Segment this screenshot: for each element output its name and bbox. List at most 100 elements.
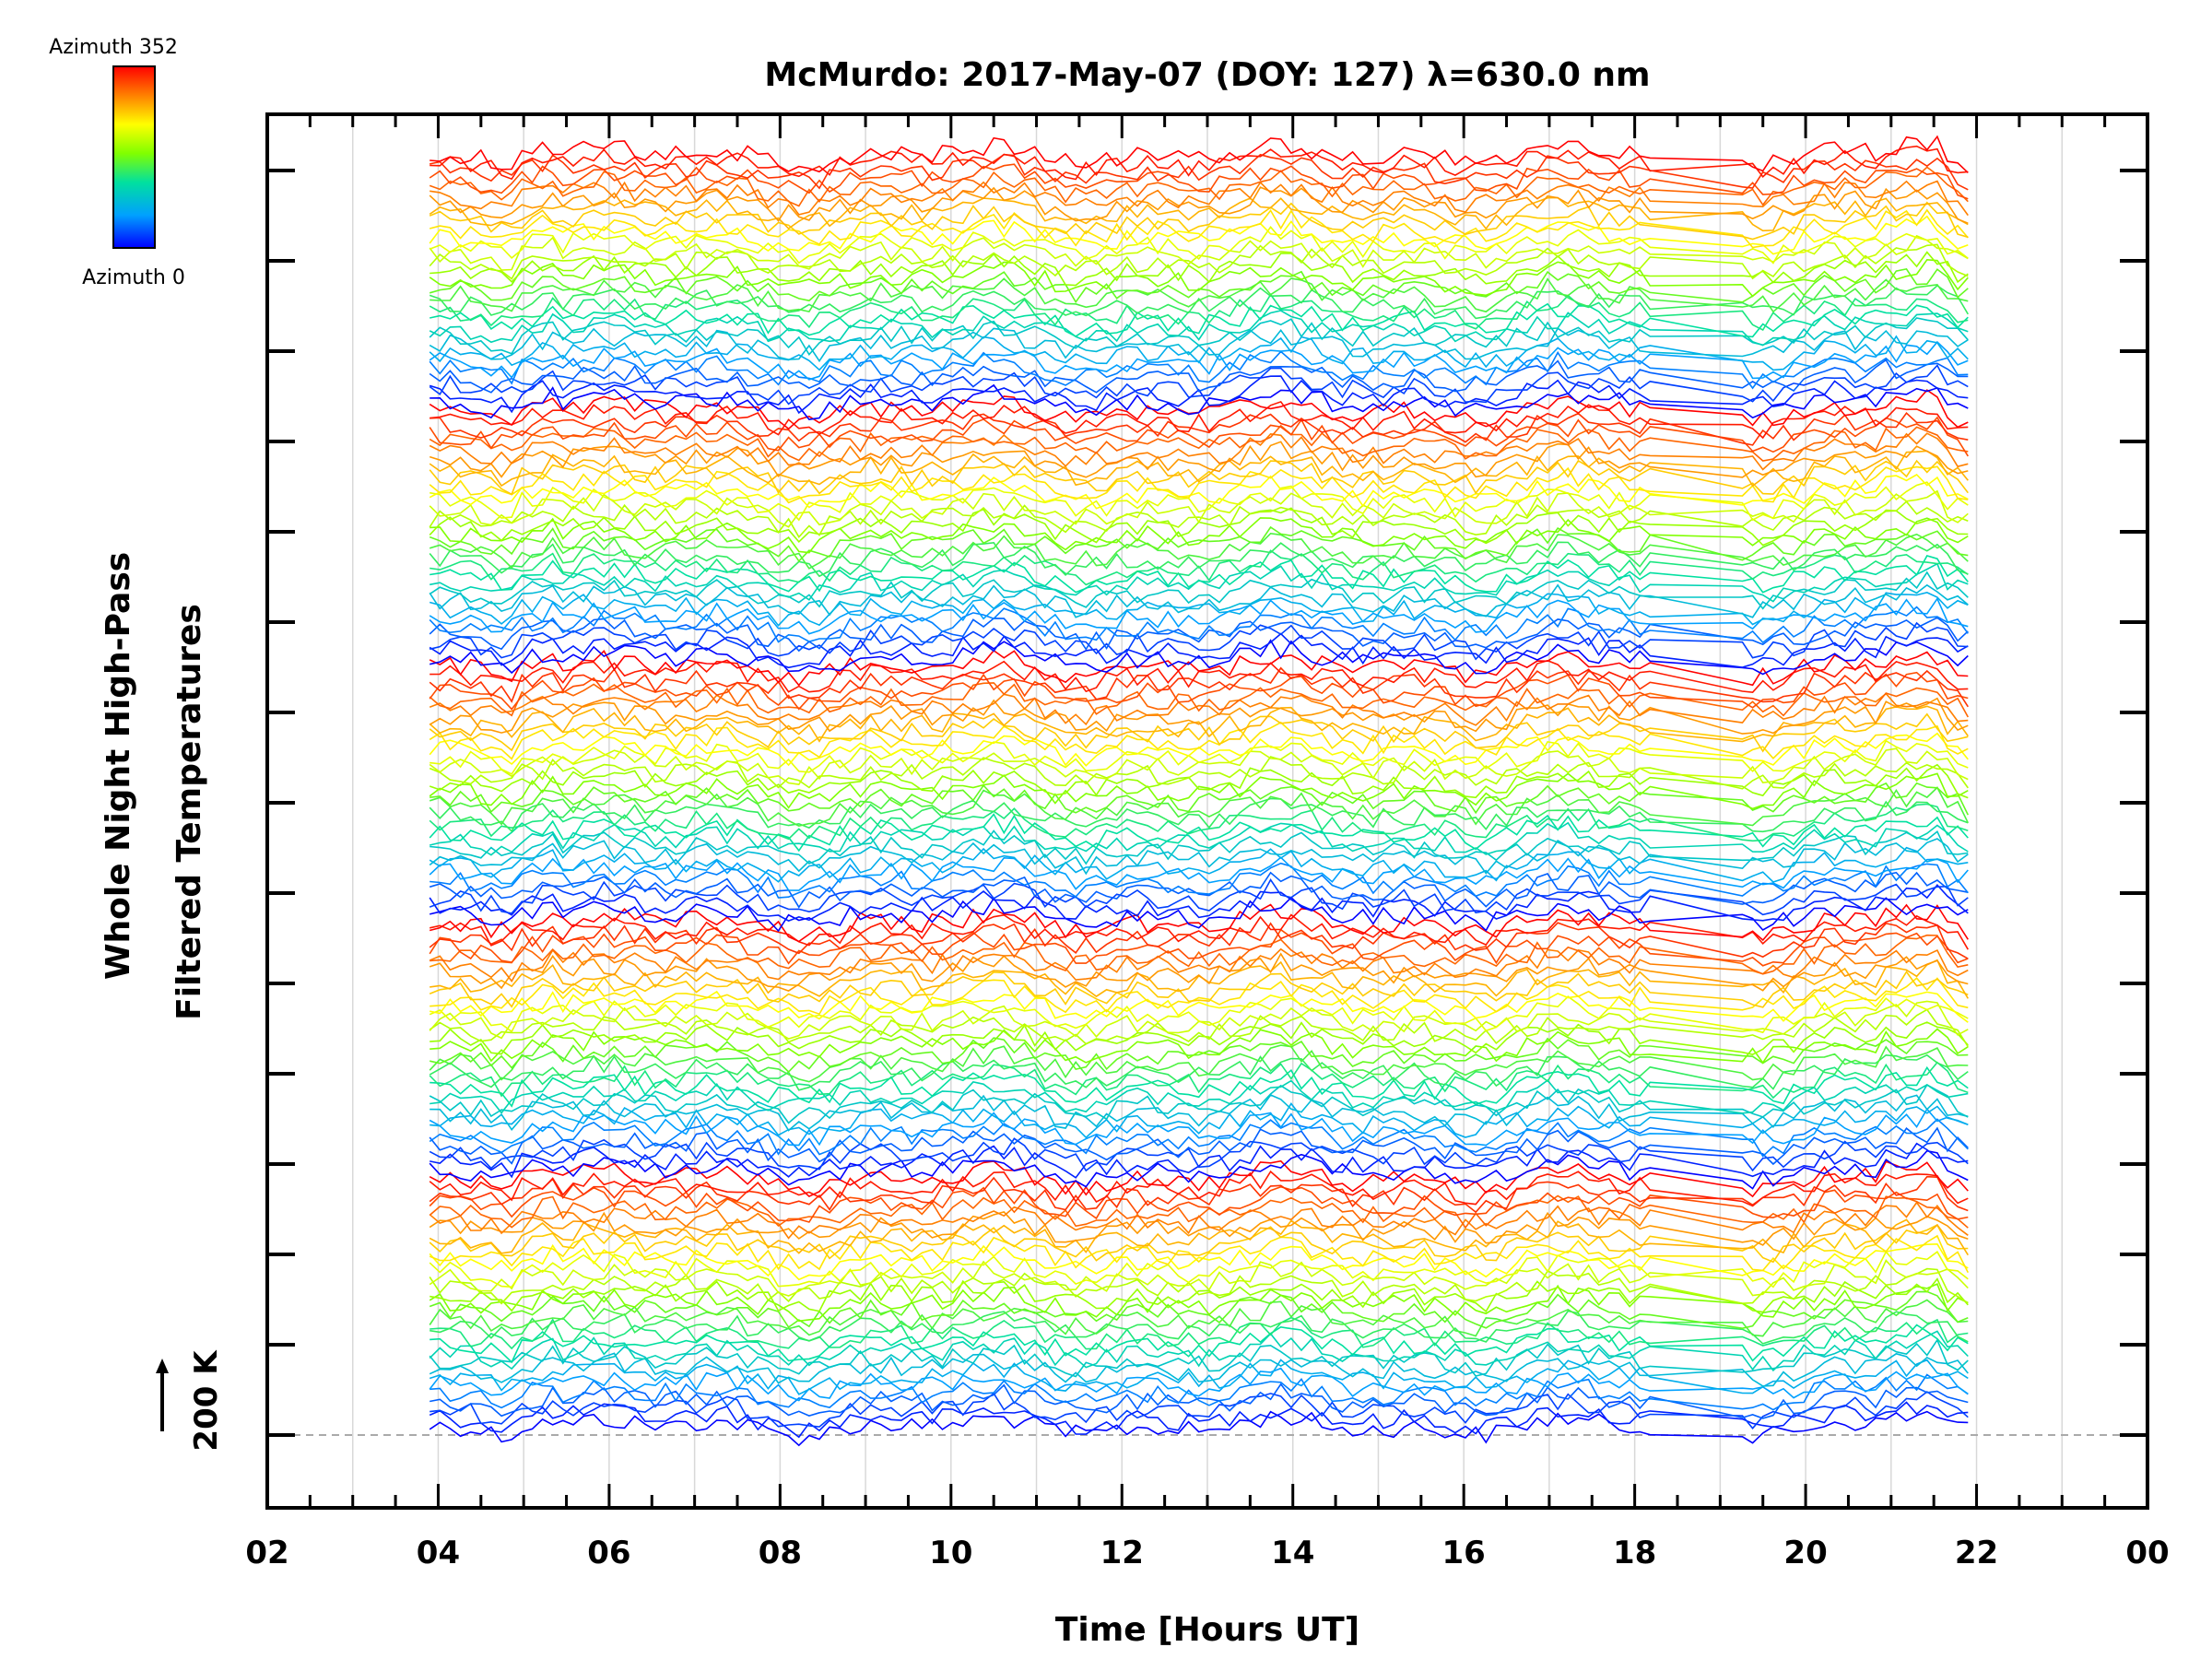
y-axis-title-line2: Filtered Temperatures (171, 604, 208, 1020)
series-line (429, 1000, 1969, 1040)
series-line (429, 813, 1969, 853)
series-line (429, 959, 1969, 999)
series-line (429, 697, 1969, 735)
x-tick-label: 10 (929, 1535, 972, 1571)
series-line (429, 234, 1969, 271)
series-line (429, 350, 1969, 390)
series-line (429, 705, 1969, 743)
series-line (429, 424, 1969, 462)
x-tick-label: 04 (417, 1535, 460, 1571)
scale-arrow-head (156, 1359, 169, 1373)
series-line (429, 532, 1969, 570)
series-line (429, 1242, 1969, 1281)
series-line (429, 1338, 1969, 1378)
series-line (429, 838, 1969, 876)
series-line (429, 327, 1969, 363)
series-line (429, 251, 1969, 287)
series-line (429, 977, 1969, 1016)
series-line (429, 990, 1969, 1023)
series-line (429, 712, 1969, 753)
series-line (429, 310, 1969, 347)
series-line (429, 549, 1969, 586)
series-line (429, 571, 1969, 610)
series-line (429, 772, 1969, 810)
series-line (429, 450, 1969, 488)
colorbar-top-label: Azimuth 352 (49, 36, 178, 59)
series-line (429, 747, 1969, 785)
series-line (429, 1008, 1969, 1048)
series-line (429, 649, 1969, 687)
series-line (429, 797, 1969, 833)
series-line (429, 1126, 1969, 1166)
colorbar-bottom-label: Azimuth 0 (82, 266, 185, 289)
series-line (429, 243, 1969, 280)
series-line (429, 208, 1969, 249)
axis-ticks (265, 114, 2149, 1508)
series-line (429, 671, 1969, 711)
series-line (429, 583, 1969, 618)
series-line (429, 659, 1969, 694)
series-line (429, 186, 1969, 224)
series-line (429, 592, 1969, 627)
series-line (429, 555, 1969, 594)
series-line (429, 1028, 1969, 1065)
series-line (429, 389, 1969, 430)
x-tick-label: 22 (1955, 1535, 1998, 1571)
series-line (429, 1352, 1969, 1387)
series-line (429, 268, 1969, 304)
series-line (429, 364, 1969, 406)
series-line (429, 153, 1969, 191)
series-line (429, 1084, 1969, 1124)
series-line (429, 277, 1969, 313)
series-line (429, 1290, 1969, 1330)
series-line (429, 970, 1969, 1008)
series-line (429, 1316, 1969, 1350)
series-line (429, 1299, 1969, 1337)
series-line (429, 1324, 1969, 1364)
series-line (429, 913, 1969, 950)
colorbar: Azimuth 352 Azimuth 0 (49, 36, 185, 289)
series-line (429, 883, 1969, 922)
series-line (429, 317, 1969, 357)
x-tick-label: 16 (1442, 1535, 1486, 1571)
series-line (429, 846, 1969, 883)
series-line (429, 302, 1969, 338)
series-line (429, 1108, 1969, 1147)
series-line (429, 1201, 1969, 1240)
series-line (429, 500, 1969, 539)
series-line (429, 1359, 1969, 1395)
series-line (429, 1234, 1970, 1274)
series-line (429, 1194, 1969, 1230)
series-line (429, 215, 1969, 255)
series-lines (429, 135, 1970, 1447)
series-line (429, 1101, 1969, 1139)
series-line (429, 375, 1969, 415)
colorbar-gradient (112, 65, 156, 249)
series-line (429, 995, 1969, 1034)
series-line (429, 871, 1969, 909)
series-line (429, 1065, 1969, 1108)
series-line (429, 145, 1969, 181)
series-line (429, 465, 1969, 504)
x-tick-label: 02 (245, 1535, 288, 1571)
series-line (429, 1373, 1969, 1411)
series-line (429, 1391, 1969, 1430)
series-line (429, 416, 1969, 457)
series-line (429, 639, 1969, 676)
series-line (429, 517, 1969, 554)
x-tick-label: 12 (1100, 1535, 1144, 1571)
series-line (429, 952, 1969, 992)
series-line (429, 541, 1969, 578)
series-line (429, 284, 1969, 320)
series-line (429, 1250, 1969, 1288)
series-line (429, 1410, 1969, 1447)
series-line (429, 1218, 1969, 1256)
series-line (429, 293, 1969, 332)
x-tick-label: 00 (2125, 1535, 2169, 1571)
series-line (429, 340, 1969, 381)
series-line (429, 1149, 1969, 1190)
series-line (429, 196, 1969, 232)
series-line (429, 896, 1969, 933)
x-tick-label: 06 (587, 1535, 630, 1571)
